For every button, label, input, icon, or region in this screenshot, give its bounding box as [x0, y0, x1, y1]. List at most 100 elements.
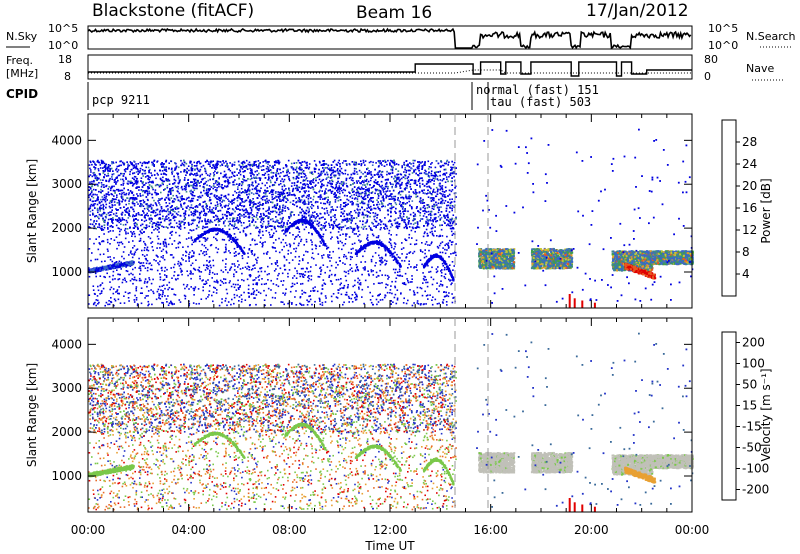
scatter-point	[184, 210, 187, 212]
scatter-point	[248, 190, 251, 193]
scatter-point	[285, 201, 287, 203]
scatter-point	[380, 180, 383, 183]
scatter-point	[255, 216, 258, 218]
scatter-point	[441, 195, 444, 197]
scatter-point	[388, 198, 391, 200]
scatter-point	[455, 173, 457, 175]
scatter-point	[296, 170, 298, 173]
scatter-point	[211, 221, 214, 223]
scatter-point	[257, 165, 260, 168]
scatter-point	[311, 186, 314, 188]
scatter-point	[199, 174, 202, 177]
scatter-point	[298, 162, 301, 164]
scatter-point	[405, 171, 407, 174]
scatter-point	[381, 203, 384, 205]
scatter-point	[417, 223, 419, 225]
scatter-point	[209, 199, 211, 202]
scatter-point	[232, 217, 234, 219]
scatter-point	[205, 206, 207, 208]
scatter-point	[121, 211, 124, 214]
nave-label: Nave	[746, 62, 774, 75]
scatter-point	[338, 187, 341, 189]
scatter-point	[397, 225, 399, 228]
scatter-point	[266, 165, 269, 168]
scatter-point	[120, 184, 123, 186]
scatter-point	[209, 188, 211, 190]
scatter-point	[274, 197, 276, 199]
scatter-point	[444, 196, 447, 198]
scatter-point	[413, 182, 416, 185]
scatter-point	[427, 196, 430, 198]
scatter-point	[293, 184, 296, 187]
scatter-point	[118, 193, 121, 195]
scatter-point	[365, 228, 368, 230]
scatter-point	[100, 227, 102, 230]
scatter-point	[107, 174, 110, 177]
scatter-point	[266, 215, 268, 217]
scatter-point	[319, 173, 321, 176]
scatter-point	[318, 221, 321, 224]
scatter-point	[356, 198, 359, 200]
scatter-point	[441, 179, 444, 182]
scatter-point	[194, 168, 196, 170]
scatter-point	[156, 161, 158, 163]
scatter-point	[222, 176, 225, 178]
scatter-point	[201, 178, 204, 181]
scatter-point	[288, 189, 291, 192]
scatter-point	[131, 215, 134, 218]
scatter-point	[280, 224, 282, 227]
scatter-point	[222, 187, 225, 189]
scatter-point	[291, 190, 294, 193]
scatter-point	[106, 168, 109, 170]
scatter-point	[215, 166, 217, 169]
scatter-point	[361, 206, 363, 209]
scatter-point	[444, 200, 447, 202]
scatter-point	[394, 176, 397, 179]
scatter-point	[263, 192, 265, 194]
scatter-point	[428, 185, 430, 188]
scatter-point	[129, 190, 132, 192]
scatter-point	[384, 205, 386, 208]
scatter-point	[245, 208, 247, 210]
scatter-point	[425, 220, 427, 223]
scatter-point	[204, 218, 206, 220]
scatter-point	[196, 206, 199, 208]
scatter-point	[269, 213, 271, 215]
scatter-point	[401, 190, 403, 193]
scatter-point	[104, 200, 107, 203]
nave-tick-bottom: 0	[704, 70, 711, 83]
scatter-point	[321, 198, 324, 200]
scatter-point	[195, 165, 198, 167]
scatter-point	[125, 209, 128, 211]
scatter-point	[364, 171, 366, 174]
scatter-point	[256, 190, 258, 192]
scatter-point	[356, 182, 358, 184]
scatter-point	[306, 166, 308, 169]
scatter-point	[385, 197, 387, 199]
scatter-point	[418, 169, 420, 172]
scatter-point	[393, 199, 396, 202]
scatter-point	[375, 162, 377, 164]
scatter-point	[302, 170, 305, 172]
scatter-point	[137, 180, 139, 182]
scatter-point	[298, 198, 301, 201]
scatter-point	[255, 227, 257, 229]
scatter-point	[350, 227, 353, 230]
scatter-point	[260, 224, 262, 227]
scatter-point	[158, 202, 160, 204]
scatter-point	[447, 204, 450, 207]
scatter-point	[98, 201, 101, 203]
scatter-point	[452, 227, 455, 230]
scatter-point	[281, 194, 283, 197]
scatter-point	[208, 220, 210, 223]
scatter-point	[356, 188, 358, 191]
scatter-point	[202, 205, 204, 207]
scatter-point	[376, 173, 378, 176]
scatter-point	[131, 192, 133, 194]
scatter-point	[317, 182, 320, 184]
scatter-point	[449, 173, 451, 176]
scatter-point	[154, 202, 157, 204]
scatter-point	[91, 195, 93, 198]
scatter-point	[248, 185, 251, 188]
scatter-point	[177, 177, 180, 180]
